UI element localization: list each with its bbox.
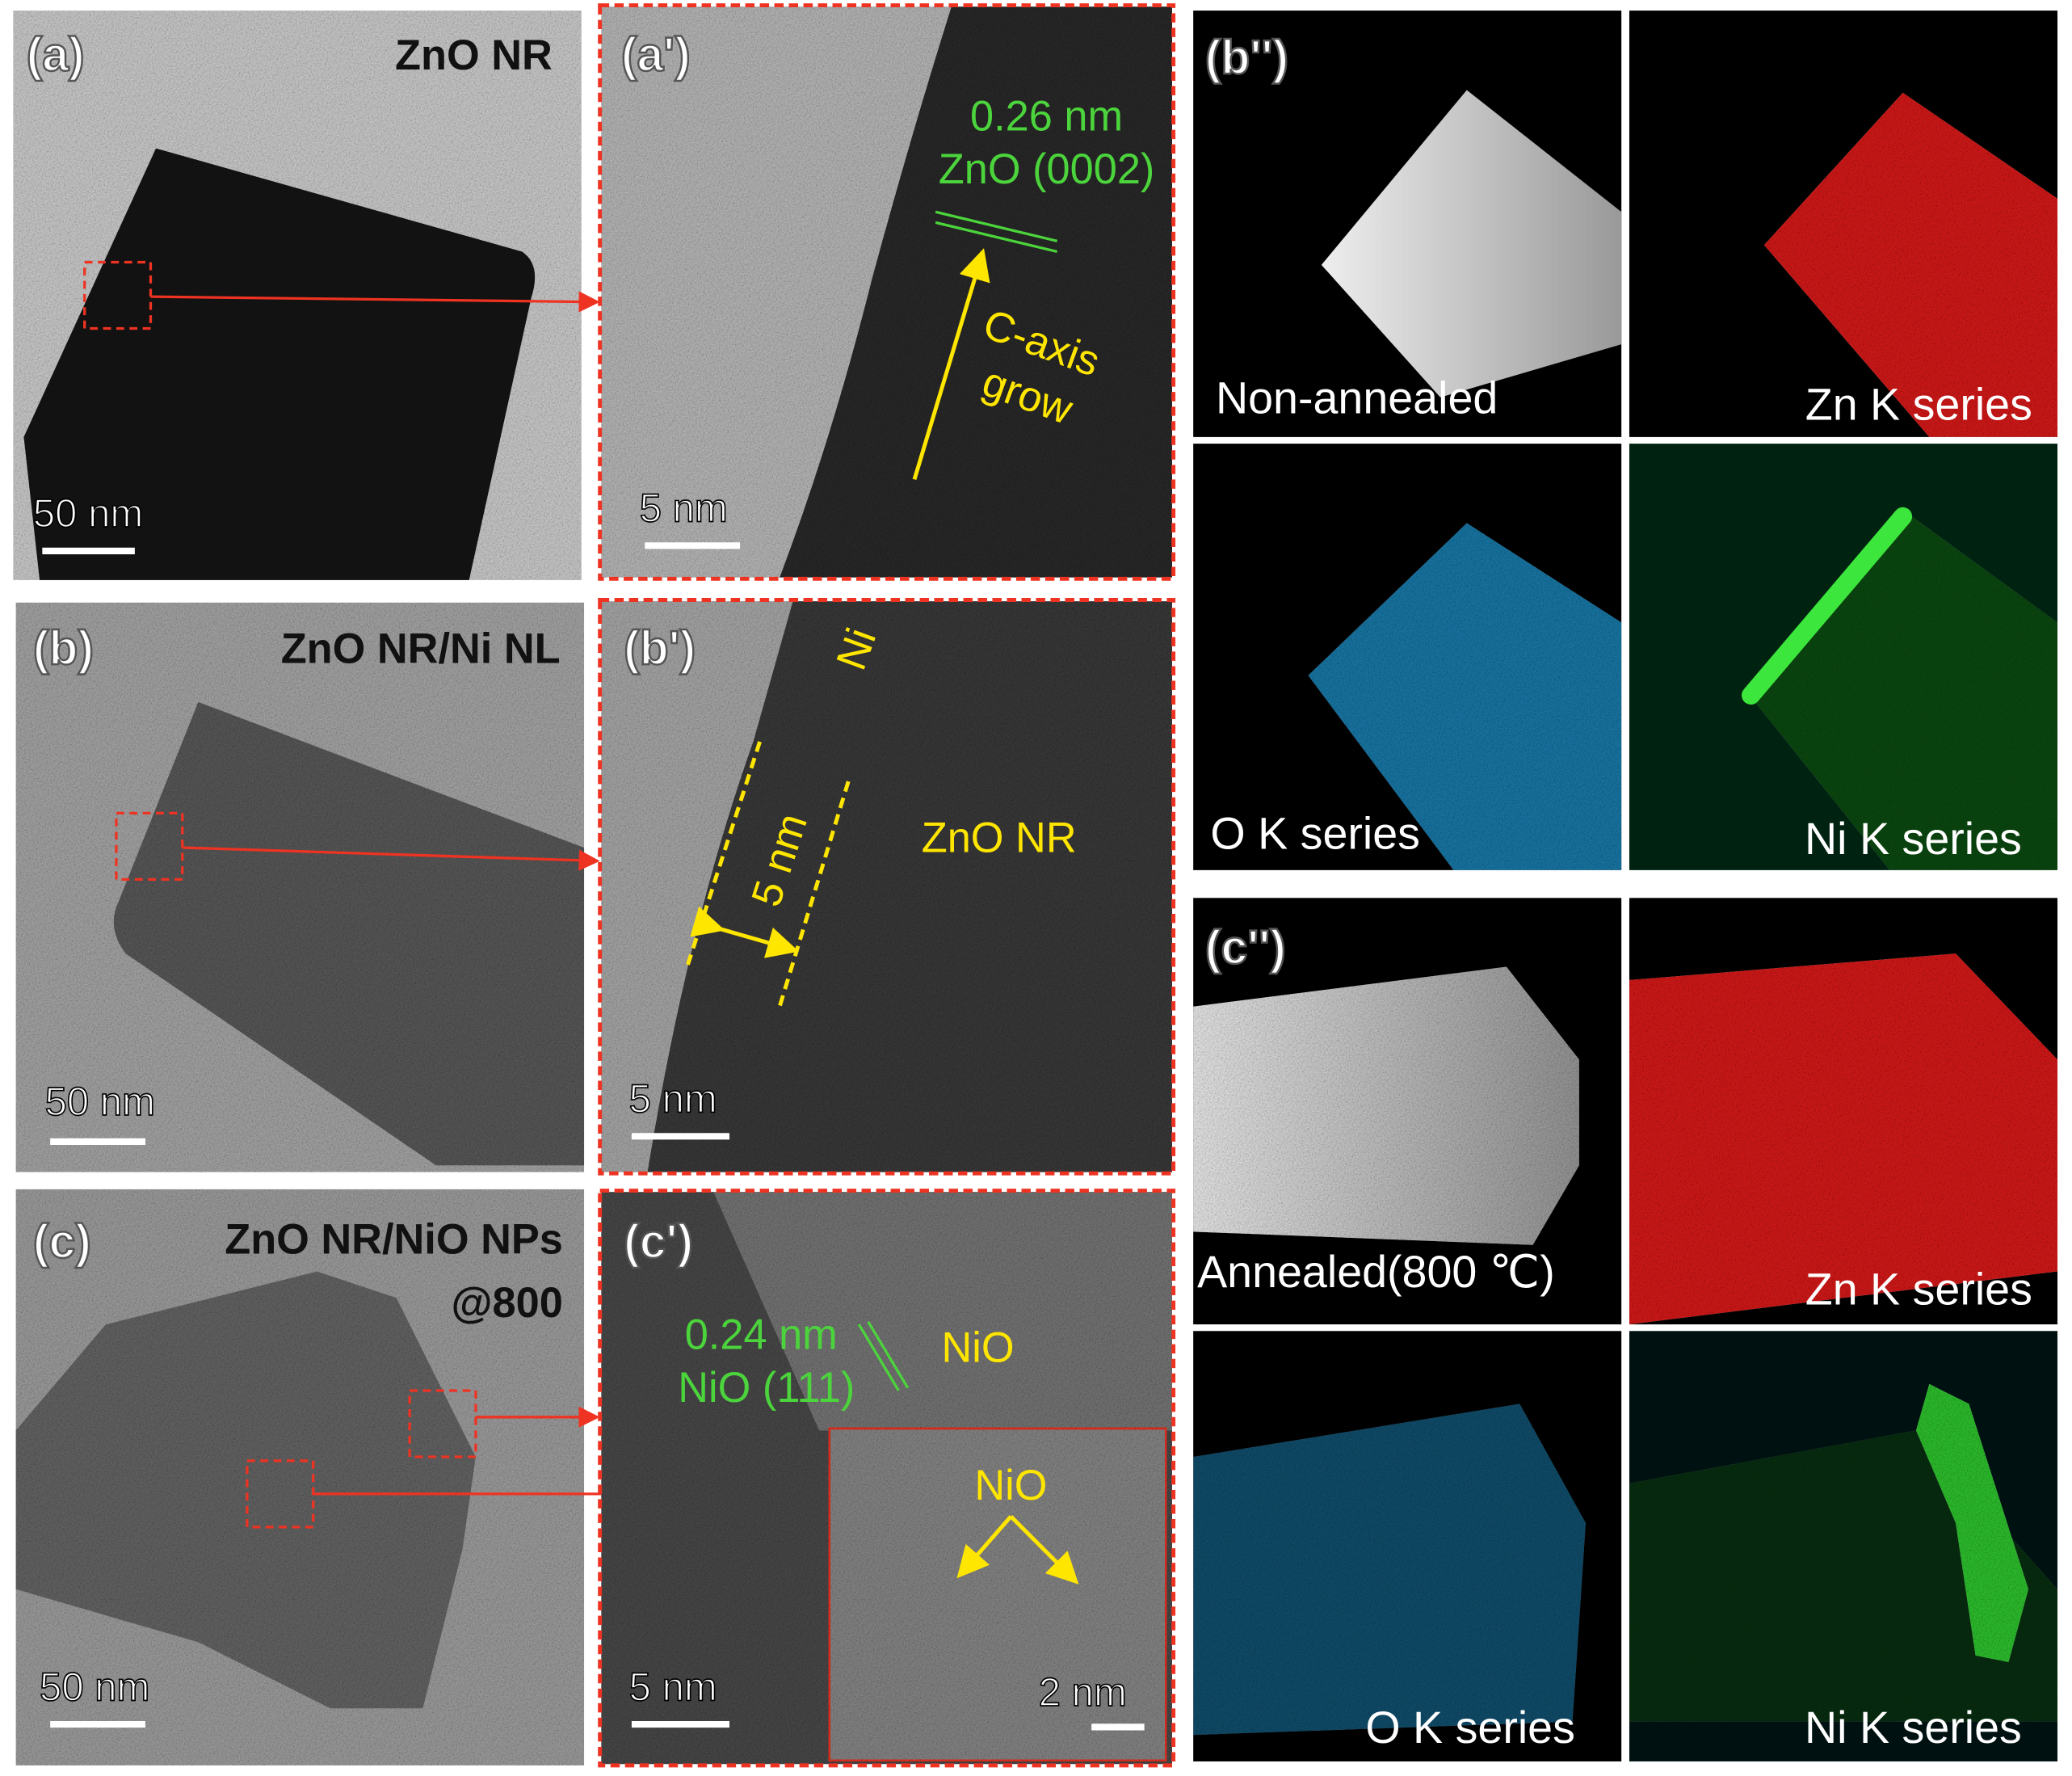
panel-label: (a): [27, 29, 85, 82]
panel-a: (a) ZnO NR 50 nm: [13, 11, 600, 580]
scale-bar: 2 nm: [1039, 1671, 1127, 1715]
panel-b2: (b') Ni 5 nm ZnO NR 5 nm: [598, 598, 1176, 1176]
panel-b: (b) ZnO NR/Ni NL 50 nm: [15, 602, 600, 1172]
scale-bar: 50 nm: [45, 1080, 155, 1124]
panel-title: ZnO NR/Ni NL: [281, 625, 561, 672]
panel-a2: (a') 0.26 nm ZnO (0002) C-axis grow 5 nm: [598, 3, 1176, 581]
panel-title: @800: [452, 1280, 563, 1327]
core-label: ZnO NR: [922, 815, 1077, 862]
map-label: Annealed(800 ℃): [1197, 1247, 1555, 1297]
panel-label: (c''): [1205, 921, 1286, 974]
plane: NiO (111): [678, 1365, 855, 1412]
panel-label: (b'): [624, 622, 696, 675]
panel-title: ZnO NR/NiO NPs: [225, 1216, 563, 1263]
map-label: O K series: [1365, 1702, 1575, 1753]
panel-b3: (b'') Non-annealed Zn K series O K serie…: [1193, 11, 2058, 870]
map-label: O K series: [1210, 809, 1420, 859]
panel-title: ZnO NR: [395, 32, 553, 79]
panel-label: (a'): [621, 29, 691, 82]
panel-label: (c'): [624, 1215, 693, 1268]
scale-bar: 5 nm: [629, 1078, 717, 1122]
phase-label: NiO: [974, 1462, 1047, 1509]
scale-bar: 50 nm: [33, 492, 143, 536]
scale-bar: 50 nm: [40, 1665, 149, 1709]
spacing: 0.24 nm: [685, 1311, 838, 1358]
map-label: Zn K series: [1805, 380, 2032, 430]
panel-label: (c): [33, 1215, 91, 1268]
panel-c2: (c') 0.24 nm NiO (111) NiO NiO 2 nm 5 nm: [598, 1189, 1176, 1768]
map-label: Zn K series: [1805, 1264, 2032, 1314]
panel-c: (c) ZnO NR/NiO NPs @800 50 nm: [15, 1189, 825, 1765]
scale-bar: 5 nm: [629, 1665, 717, 1709]
panel-label: (b''): [1205, 32, 1288, 84]
map-label: Ni K series: [1805, 1702, 2022, 1753]
panel-c3: (c'') Annealed(800 ℃) Zn K series O K se…: [1193, 898, 2058, 1761]
phase-label: NiO: [941, 1325, 1014, 1372]
map-label: Non-annealed: [1216, 372, 1498, 423]
panel-label: (b): [33, 622, 94, 675]
spacing: 0.26 nm: [970, 93, 1123, 140]
plane: ZnO (0002): [939, 146, 1155, 193]
map-label: Ni K series: [1805, 814, 2022, 864]
scale-bar: 5 nm: [640, 487, 728, 531]
